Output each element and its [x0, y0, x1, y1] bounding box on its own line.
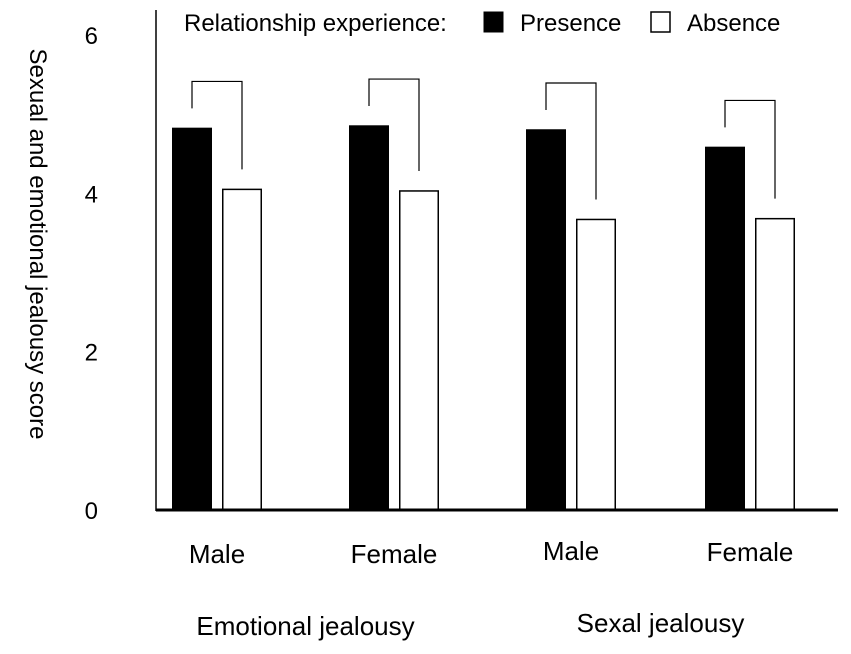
- x-category-label: Male: [189, 539, 245, 569]
- legend-label-absence: Absence: [687, 10, 780, 37]
- significance-bracket: [724, 99, 776, 199]
- x-category-label: Male: [543, 536, 599, 566]
- bar-presence: [526, 129, 566, 511]
- legend-swatch-absence: [650, 11, 671, 33]
- significance-bracket: [191, 80, 243, 170]
- legend-swatch-presence: [483, 11, 504, 33]
- legend-label-presence: Presence: [520, 10, 621, 37]
- bar-presence: [705, 146, 745, 511]
- x-category-label: Female: [351, 539, 438, 569]
- legend-title: Relationship experience:: [184, 10, 447, 37]
- significance-bracket: [368, 78, 420, 171]
- bar-absence: [399, 190, 439, 511]
- significance-bracket: [545, 82, 597, 200]
- y-tick-label: 0: [85, 498, 98, 525]
- x-group-label: Emotional jealousy: [196, 611, 414, 641]
- bar-presence: [172, 127, 212, 511]
- y-tick-label: 4: [85, 181, 98, 208]
- bar-presence: [349, 125, 389, 511]
- y-tick-label: 2: [85, 340, 98, 367]
- y-tick-label: 6: [85, 23, 98, 50]
- bar-absence: [222, 188, 262, 511]
- y-axis-label: Sexual and emotional jealousy score: [24, 49, 51, 440]
- x-category-label: Female: [707, 537, 794, 567]
- bar-absence: [755, 217, 795, 511]
- bar-absence: [576, 218, 616, 511]
- x-group-label: Sexal jealousy: [577, 608, 745, 638]
- legend: Relationship experience: Presence Absenc…: [184, 10, 780, 37]
